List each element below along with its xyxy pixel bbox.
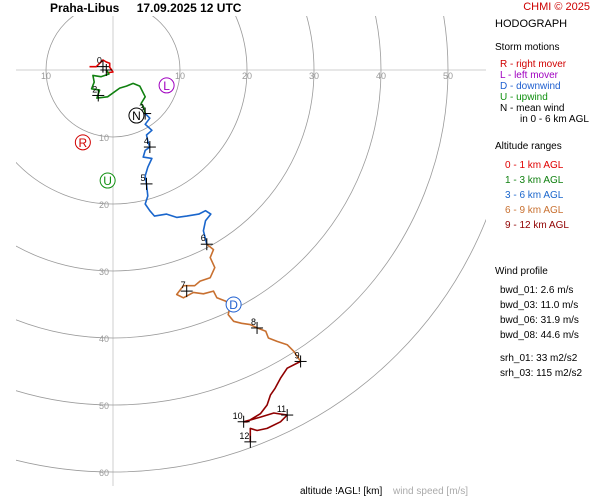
storm-motion-entry: R - right mover	[500, 59, 567, 70]
altitude-range-entry: 3 - 6 km AGL	[505, 190, 564, 201]
sounding-header: Praha-Libus 17.09.2025 12 UTC	[50, 1, 255, 15]
altitude-marker: 0	[97, 56, 109, 73]
svg-text:2: 2	[92, 84, 97, 94]
footer: altitude !AGL! [km] wind speed [m/s]	[300, 486, 468, 497]
storm-motion-marker: N	[128, 107, 145, 124]
svg-text:U: U	[103, 174, 112, 188]
storm-motion-markers: R L D U N	[74, 77, 242, 313]
wind-profile-value: bwd_03: 11.0 m/s	[500, 300, 579, 311]
wind-speed-label: wind speed [m/s]	[393, 486, 469, 497]
storm-motions-list: R - right mover L - left mover D - downwin…	[495, 59, 600, 125]
altitude-range-entry: 6 - 9 km AGL	[505, 205, 564, 216]
altitude-marker: 2	[92, 84, 105, 102]
altitude-marker: 7	[181, 280, 193, 298]
hodograph-segment	[142, 113, 212, 245]
panel-title: HODOGRAPH	[495, 18, 568, 30]
storm-motion-entry: D - downwind	[500, 81, 561, 92]
x-tick-label: 30	[309, 71, 319, 81]
station-name: Praha-Libus	[50, 1, 120, 15]
storm-motion-entry: in 0 - 6 km AGL	[520, 114, 589, 125]
svg-text:5: 5	[140, 173, 145, 183]
x-tick-label: 10	[41, 71, 51, 81]
svg-text:1: 1	[100, 59, 105, 69]
svg-text:6: 6	[201, 233, 206, 243]
altitude-marker: 10	[233, 411, 250, 428]
wind-profile-series	[89, 59, 302, 442]
svg-text:9: 9	[295, 350, 300, 360]
wind-profile-value: bwd_08: 44.6 m/s	[500, 330, 579, 341]
altitude-range-entry: 9 - 12 km AGL	[505, 220, 569, 231]
sounding-datetime: 17.09.2025 12 UTC	[136, 1, 242, 15]
altitude-marker: 12	[239, 431, 257, 448]
storm-motion-marker: L	[158, 77, 175, 94]
wind-profile-value: srh_03: 115 m2/s2	[500, 368, 583, 379]
altitude-marker: 1	[100, 59, 113, 76]
storm-motions-title: Storm motions	[495, 42, 560, 53]
hodograph-segment	[90, 69, 146, 114]
x-tick-label: 50	[443, 71, 453, 81]
altitude-marker: 4	[144, 136, 156, 154]
hodograph-segment	[89, 59, 114, 74]
hodograph-segment	[175, 243, 302, 362]
wind-profile-value	[495, 343, 600, 351]
wind-profile-value: bwd_06: 31.9 m/s	[500, 315, 579, 326]
svg-text:R: R	[79, 136, 88, 150]
wind-profile-value: bwd_01: 2.6 m/s	[500, 285, 574, 296]
y-tick-label: 40	[99, 334, 109, 344]
altitude-marker: 8	[251, 317, 264, 334]
svg-text:12: 12	[239, 431, 249, 441]
svg-text:11: 11	[277, 404, 286, 414]
speed-ring	[45, 16, 181, 138]
y-tick-label: 10	[99, 133, 109, 143]
y-tick-label: 50	[99, 401, 109, 411]
svg-text:0: 0	[97, 56, 102, 66]
hodograph-grid	[16, 16, 486, 486]
storm-motion-marker: R	[74, 134, 91, 151]
storm-motion-entry: U - upwind	[500, 92, 548, 103]
wind-profile-value: srh_01: 33 m2/s2	[500, 353, 578, 364]
altitude-ranges-list: 0 - 1 km AGL 1 - 3 km AGL 3 - 6 km AGL 6 - …	[495, 158, 600, 233]
storm-motion-entry: L - left mover	[500, 70, 558, 81]
altitude-marker: 5	[140, 173, 153, 190]
altitude-marker: 11	[277, 404, 294, 422]
y-tick-label: 60	[99, 468, 109, 478]
speed-ring	[16, 16, 449, 406]
altitude-axis-label: altitude !AGL! [km]	[300, 486, 383, 497]
wind-profile-title: Wind profile	[495, 266, 548, 277]
x-tick-label: 10	[175, 71, 185, 81]
altitude-range-entry: 0 - 1 km AGL	[505, 160, 564, 171]
svg-text:N: N	[132, 109, 141, 123]
speed-ring	[16, 16, 315, 272]
altitude-marker: 9	[295, 350, 307, 368]
x-tick-label: 20	[242, 71, 252, 81]
storm-motion-entry: N - mean wind	[500, 103, 565, 114]
y-tick-label: 30	[99, 267, 109, 277]
svg-text:8: 8	[251, 317, 256, 327]
y-tick-label: 20	[99, 200, 109, 210]
altitude-marker: 6	[201, 233, 213, 251]
legend-panel: HODOGRAPH Storm motions R - right mover L…	[495, 18, 600, 233]
axis-tick-labels: 10 10 20 30 40 50 10 20 30 40 50 60	[41, 71, 453, 478]
x-tick-label: 40	[376, 71, 386, 81]
speed-ring	[16, 16, 248, 205]
altitude-ranges-title: Altitude ranges	[495, 141, 562, 152]
svg-text:4: 4	[144, 136, 149, 146]
svg-text:D: D	[229, 298, 238, 312]
svg-text:L: L	[163, 79, 170, 93]
speed-ring	[16, 16, 382, 339]
svg-text:7: 7	[181, 280, 186, 290]
altitude-range-entry: 1 - 3 km AGL	[505, 175, 564, 186]
storm-motion-marker: U	[99, 172, 116, 189]
svg-text:10: 10	[233, 411, 243, 421]
wind-profile-list: bwd_01: 2.6 m/s bwd_03: 11.0 m/s bwd_06: 3…	[495, 283, 600, 381]
storm-motion-marker: D	[225, 296, 242, 313]
speed-ring	[16, 218, 486, 473]
credit-text: CHMI © 2025	[523, 1, 590, 13]
svg-text:3: 3	[139, 103, 144, 113]
wind-profile-panel: Wind profile bwd_01: 2.6 m/s bwd_03: 11.0…	[495, 266, 600, 381]
